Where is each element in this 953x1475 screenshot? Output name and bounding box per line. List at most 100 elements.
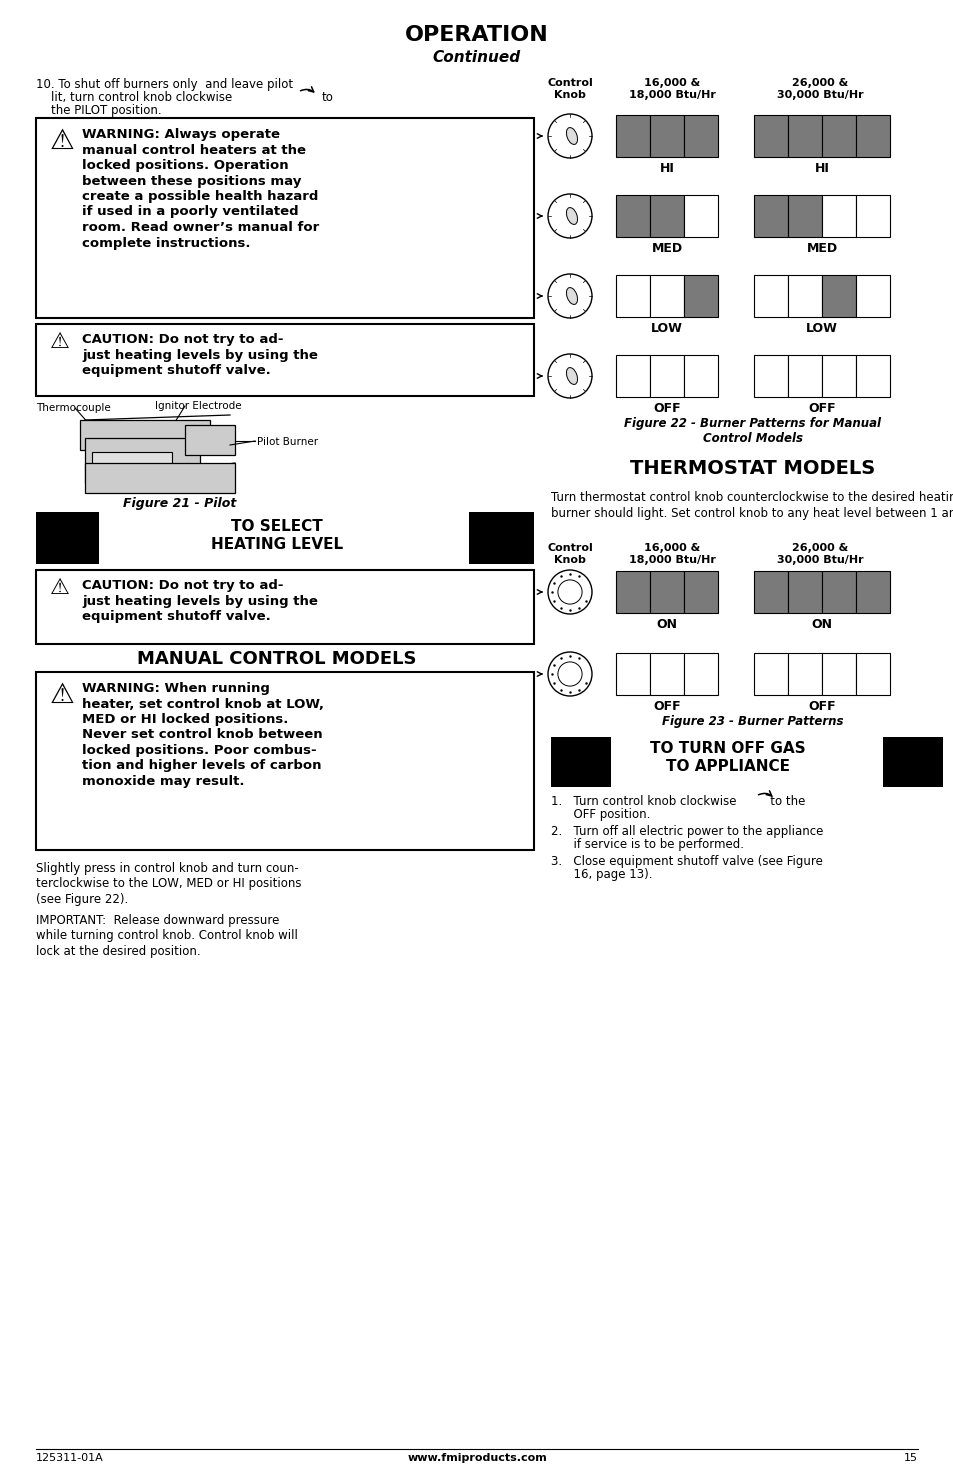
Bar <box>649 274 683 317</box>
Text: HI: HI <box>659 162 674 176</box>
Text: LOW: LOW <box>805 322 837 335</box>
Text: MED: MED <box>651 242 681 255</box>
Bar <box>787 355 821 397</box>
Bar <box>821 115 855 156</box>
Bar <box>683 355 718 397</box>
Text: Ignitor Electrode: Ignitor Electrode <box>154 401 241 412</box>
Text: OPERATION: OPERATION <box>405 25 548 46</box>
Text: Pilot Burner: Pilot Burner <box>256 437 317 447</box>
Bar <box>753 571 787 614</box>
Text: www.fmiproducts.com: www.fmiproducts.com <box>407 1453 546 1463</box>
Text: TO TURN OFF GAS
TO APPLIANCE: TO TURN OFF GAS TO APPLIANCE <box>650 740 805 774</box>
Text: Continued: Continued <box>433 50 520 65</box>
Text: OFF: OFF <box>807 701 835 712</box>
Bar <box>787 653 821 695</box>
Bar <box>821 571 855 614</box>
Bar <box>616 274 649 317</box>
Bar <box>649 653 683 695</box>
Text: 10. To shut off burners only  and leave pilot: 10. To shut off burners only and leave p… <box>36 78 293 91</box>
Bar <box>469 512 534 563</box>
Circle shape <box>547 354 592 398</box>
Bar <box>821 274 855 317</box>
Ellipse shape <box>566 208 577 224</box>
Bar <box>683 115 718 156</box>
Text: HI: HI <box>814 162 828 176</box>
Bar <box>882 738 942 788</box>
Circle shape <box>547 652 592 696</box>
Text: ⚠: ⚠ <box>50 681 74 709</box>
Text: ⚠: ⚠ <box>50 127 74 155</box>
Text: 16,000 &
18,000 Btu/Hr: 16,000 & 18,000 Btu/Hr <box>628 543 715 565</box>
Bar <box>753 653 787 695</box>
Bar <box>855 274 889 317</box>
Circle shape <box>547 274 592 319</box>
Text: 26,000 &
30,000 Btu/Hr: 26,000 & 30,000 Btu/Hr <box>776 543 862 565</box>
Bar <box>683 195 718 237</box>
Bar <box>616 653 649 695</box>
Text: WARNING: When running
heater, set control knob at LOW,
MED or HI locked position: WARNING: When running heater, set contro… <box>82 681 324 788</box>
Bar <box>821 653 855 695</box>
Bar <box>683 653 718 695</box>
Ellipse shape <box>566 127 577 145</box>
Bar <box>649 571 683 614</box>
Text: 1.   Turn control knob clockwise         to the: 1. Turn control knob clockwise to the <box>551 795 804 808</box>
Bar <box>649 355 683 397</box>
Text: TO SELECT
HEATING LEVEL: TO SELECT HEATING LEVEL <box>211 519 343 552</box>
Bar <box>787 115 821 156</box>
Bar <box>683 274 718 317</box>
Bar <box>85 463 234 493</box>
Bar <box>855 195 889 237</box>
Text: ⚠: ⚠ <box>50 332 70 353</box>
Text: the PILOT position.: the PILOT position. <box>51 105 161 117</box>
Bar <box>753 274 787 317</box>
Text: 26,000 &
30,000 Btu/Hr: 26,000 & 30,000 Btu/Hr <box>776 78 862 100</box>
Bar <box>91 451 172 479</box>
Text: IMPORTANT:  Release downward pressure
while turning control knob. Control knob w: IMPORTANT: Release downward pressure whi… <box>36 914 297 957</box>
Circle shape <box>547 195 592 237</box>
Text: 3.   Close equipment shutoff valve (see Figure: 3. Close equipment shutoff valve (see Fi… <box>551 855 822 867</box>
Text: if service is to be performed.: if service is to be performed. <box>551 838 743 851</box>
Ellipse shape <box>566 367 577 385</box>
Text: 16, page 13).: 16, page 13). <box>551 867 652 881</box>
Bar <box>855 355 889 397</box>
Bar <box>855 115 889 156</box>
Text: Slightly press in control knob and turn coun-
terclockwise to the LOW, MED or HI: Slightly press in control knob and turn … <box>36 861 301 906</box>
Text: lit, turn control knob clockwise: lit, turn control knob clockwise <box>51 91 232 105</box>
Text: Figure 21 - Pilot: Figure 21 - Pilot <box>123 497 236 510</box>
Bar <box>36 324 534 395</box>
Text: to: to <box>322 91 334 105</box>
Text: CAUTION: Do not try to ad-
just heating levels by using the
equipment shutoff va: CAUTION: Do not try to ad- just heating … <box>82 580 317 622</box>
Text: OFF position.: OFF position. <box>551 808 650 822</box>
Bar <box>753 115 787 156</box>
Bar <box>855 653 889 695</box>
Text: Turn thermostat control knob counterclockwise to the desired heating level. The : Turn thermostat control knob countercloc… <box>551 491 953 519</box>
Bar <box>616 571 649 614</box>
Text: THERMOSTAT MODELS: THERMOSTAT MODELS <box>630 459 875 478</box>
Text: MANUAL CONTROL MODELS: MANUAL CONTROL MODELS <box>137 650 416 668</box>
Bar <box>36 118 534 319</box>
Bar <box>36 569 534 645</box>
Text: Figure 23 - Burner Patterns: Figure 23 - Burner Patterns <box>661 715 842 729</box>
Bar <box>855 571 889 614</box>
Text: Control
Knob: Control Knob <box>547 78 592 100</box>
Bar <box>649 115 683 156</box>
Bar <box>36 673 534 850</box>
Bar <box>185 425 234 454</box>
Bar <box>36 512 99 563</box>
Bar <box>616 195 649 237</box>
Bar <box>753 355 787 397</box>
Text: CAUTION: Do not try to ad-
just heating levels by using the
equipment shutoff va: CAUTION: Do not try to ad- just heating … <box>82 333 317 378</box>
Text: Thermocouple: Thermocouple <box>36 403 111 413</box>
Bar <box>85 438 200 482</box>
Bar <box>80 420 210 450</box>
Text: WARNING: Always operate
manual control heaters at the
locked positions. Operatio: WARNING: Always operate manual control h… <box>82 128 319 249</box>
Text: OFF: OFF <box>653 701 680 712</box>
Bar <box>787 274 821 317</box>
Bar <box>787 195 821 237</box>
Text: Control
Knob: Control Knob <box>547 543 592 565</box>
Text: OFF: OFF <box>807 403 835 414</box>
Bar <box>821 195 855 237</box>
Circle shape <box>547 114 592 158</box>
Bar <box>683 571 718 614</box>
Circle shape <box>547 569 592 614</box>
